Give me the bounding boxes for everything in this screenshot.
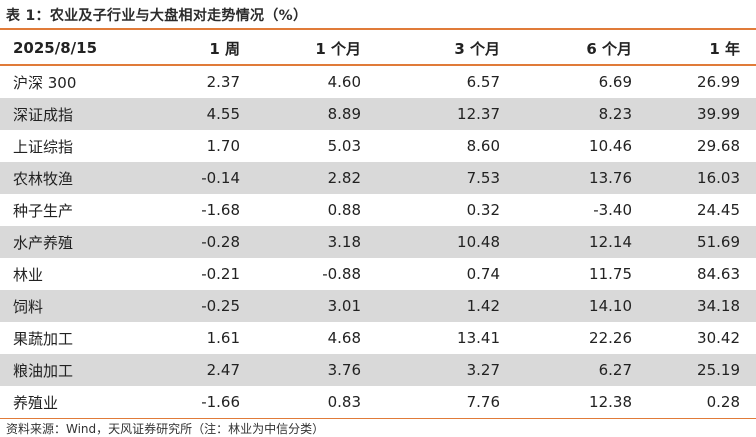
table-row: 饲料 -0.25 3.01 1.42 14.10 34.18 <box>0 290 756 322</box>
cell-6-month: 14.10 <box>589 297 632 315</box>
cell-1-month: 3.01 <box>327 297 361 315</box>
cell-1-week: -0.14 <box>201 169 240 187</box>
table-row: 种子生产 -1.68 0.88 0.32 -3.40 24.45 <box>0 194 756 226</box>
row-label: 种子生产 <box>13 201 74 220</box>
cell-1-week: -0.21 <box>201 265 240 283</box>
table-body: 沪深 300 2.37 4.60 6.57 6.69 26.99 深证成指 4.… <box>0 66 756 418</box>
cell-1-year: 16.03 <box>697 169 740 187</box>
header-1-month: 1 个月 <box>315 39 361 58</box>
cell-3-month: 7.53 <box>466 169 500 187</box>
cell-1-month: 2.82 <box>327 169 361 187</box>
cell-6-month: 10.46 <box>589 137 632 155</box>
cell-1-month: 8.89 <box>327 105 361 123</box>
table-row: 林业 -0.21 -0.88 0.74 11.75 84.63 <box>0 258 756 290</box>
top-rule <box>0 28 756 30</box>
cell-6-month: 12.38 <box>589 393 632 411</box>
cell-3-month: 10.48 <box>457 233 500 251</box>
table-row: 水产养殖 -0.28 3.18 10.48 12.14 51.69 <box>0 226 756 258</box>
cell-1-month: 5.03 <box>327 137 361 155</box>
cell-6-month: 13.76 <box>589 169 632 187</box>
table-row: 沪深 300 2.37 4.60 6.57 6.69 26.99 <box>0 66 756 98</box>
cell-1-year: 30.42 <box>697 329 740 347</box>
cell-1-week: 1.61 <box>206 329 240 347</box>
row-label: 农林牧渔 <box>13 169 74 188</box>
cell-1-month: 3.18 <box>327 233 361 251</box>
cell-1-week: 2.37 <box>206 73 240 91</box>
cell-1-month: 3.76 <box>327 361 361 379</box>
cell-6-month: -3.40 <box>593 201 632 219</box>
table-row: 粮油加工 2.47 3.76 3.27 6.27 25.19 <box>0 354 756 386</box>
cell-6-month: 6.27 <box>598 361 632 379</box>
cell-1-year: 39.99 <box>697 105 740 123</box>
cell-1-year: 24.45 <box>697 201 740 219</box>
header-6-month: 6 个月 <box>586 39 632 58</box>
cell-3-month: 3.27 <box>466 361 500 379</box>
cell-1-month: -0.88 <box>322 265 361 283</box>
cell-1-month: 0.88 <box>327 201 361 219</box>
cell-1-year: 26.99 <box>697 73 740 91</box>
row-label: 深证成指 <box>13 105 74 124</box>
cell-3-month: 12.37 <box>457 105 500 123</box>
table-row: 上证综指 1.70 5.03 8.60 10.46 29.68 <box>0 130 756 162</box>
table-header: 2025/8/15 1 周 1 个月 3 个月 6 个月 1 年 <box>0 32 756 64</box>
header-date: 2025/8/15 <box>13 39 98 57</box>
header-3-month: 3 个月 <box>454 39 500 58</box>
row-label: 上证综指 <box>13 137 74 156</box>
cell-3-month: 0.74 <box>466 265 500 283</box>
table-row: 农林牧渔 -0.14 2.82 7.53 13.76 16.03 <box>0 162 756 194</box>
header-1-week: 1 周 <box>209 39 240 58</box>
row-label: 水产养殖 <box>13 233 74 252</box>
cell-1-month: 0.83 <box>327 393 361 411</box>
cell-1-year: 84.63 <box>697 265 740 283</box>
cell-6-month: 12.14 <box>589 233 632 251</box>
cell-1-year: 34.18 <box>697 297 740 315</box>
table-title: 表 1：农业及子行业与大盘相对走势情况（%） <box>6 8 308 24</box>
cell-1-week: -0.28 <box>201 233 240 251</box>
cell-3-month: 6.57 <box>466 73 500 91</box>
header-rule <box>0 64 756 66</box>
cell-1-week: 2.47 <box>206 361 240 379</box>
cell-3-month: 0.32 <box>466 201 500 219</box>
cell-1-week: 1.70 <box>206 137 240 155</box>
cell-3-month: 1.42 <box>466 297 500 315</box>
source-note: 资料来源：Wind，天风证券研究所（注：林业为中信分类） <box>6 421 325 436</box>
cell-6-month: 22.26 <box>589 329 632 347</box>
cell-1-week: 4.55 <box>206 105 240 123</box>
row-label: 饲料 <box>13 297 44 316</box>
cell-3-month: 8.60 <box>466 137 500 155</box>
cell-1-year: 0.28 <box>706 393 740 411</box>
cell-3-month: 13.41 <box>457 329 500 347</box>
cell-1-year: 51.69 <box>697 233 740 251</box>
row-label: 养殖业 <box>13 393 59 412</box>
header-1-year: 1 年 <box>709 39 740 58</box>
cell-1-year: 25.19 <box>697 361 740 379</box>
cell-1-month: 4.68 <box>327 329 361 347</box>
row-label: 林业 <box>13 265 44 284</box>
cell-1-week: -1.66 <box>201 393 240 411</box>
row-label: 粮油加工 <box>13 361 74 380</box>
row-label: 果蔬加工 <box>13 329 74 348</box>
table-row: 养殖业 -1.66 0.83 7.76 12.38 0.28 <box>0 386 756 418</box>
cell-1-week: -1.68 <box>201 201 240 219</box>
cell-1-month: 4.60 <box>327 73 361 91</box>
cell-6-month: 8.23 <box>598 105 632 123</box>
cell-1-year: 29.68 <box>697 137 740 155</box>
cell-6-month: 6.69 <box>598 73 632 91</box>
cell-3-month: 7.76 <box>466 393 500 411</box>
row-label: 沪深 300 <box>13 73 77 92</box>
table-row: 果蔬加工 1.61 4.68 13.41 22.26 30.42 <box>0 322 756 354</box>
table-row: 深证成指 4.55 8.89 12.37 8.23 39.99 <box>0 98 756 130</box>
cell-6-month: 11.75 <box>589 265 632 283</box>
cell-1-week: -0.25 <box>201 297 240 315</box>
bottom-rule <box>0 418 756 419</box>
